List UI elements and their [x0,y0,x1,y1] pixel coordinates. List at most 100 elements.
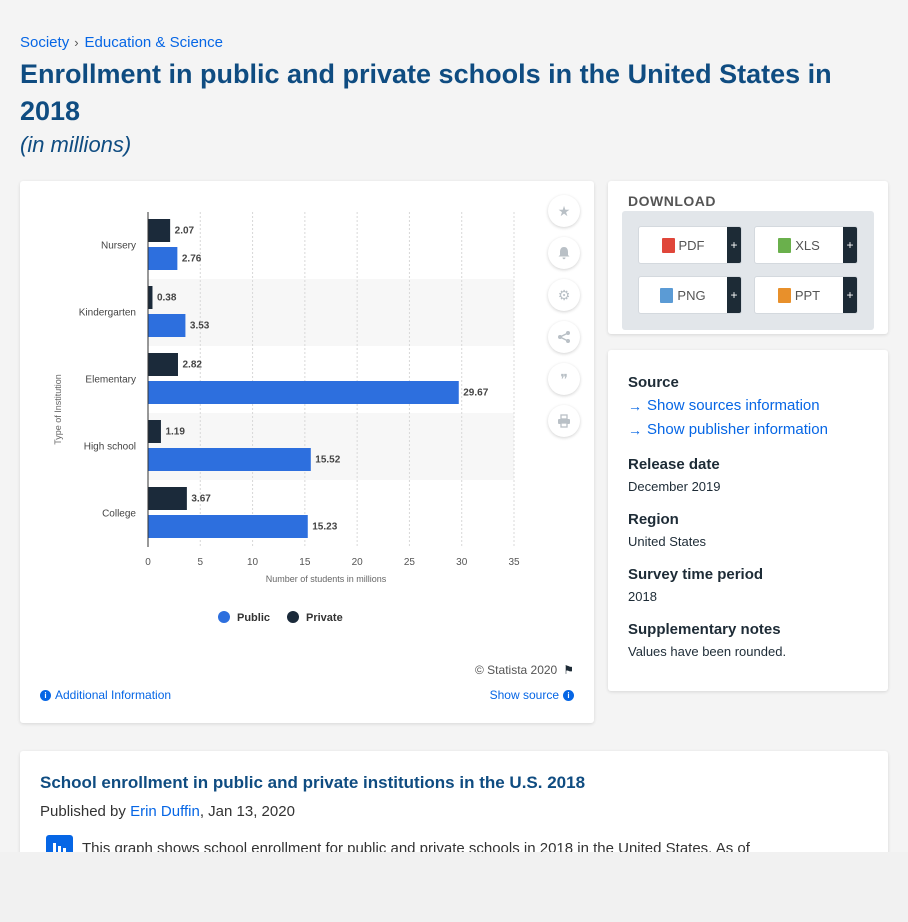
data-label-public: 15.23 [312,522,337,533]
copyright-text: © Statista 2020 [475,663,558,677]
author-link[interactable]: Erin Duffin [130,803,200,820]
bar-public [148,381,459,404]
show-sources-label: Show sources information [647,397,820,414]
published-date: , Jan 13, 2020 [199,803,295,820]
download-box: PDF + XLS + PNG + PPT + [622,211,874,330]
bar-private [148,286,153,309]
download-pdf-button[interactable]: PDF + [638,226,742,264]
bar-public [148,247,178,270]
release-date-value: December 2019 [628,479,721,494]
arrow-right-icon: → [628,421,642,438]
show-publisher-label: Show publisher information [647,421,828,438]
survey-period-label: Survey time period [628,566,764,583]
legend-marker-private [287,611,299,623]
bar-private [148,219,171,242]
band-bg [148,279,514,346]
bar-public [148,515,308,538]
survey-period-value: 2018 [628,589,657,604]
breadcrumb-society[interactable]: Society [20,34,70,51]
release-date-label: Release date [628,456,720,473]
data-label-public: 15.52 [315,455,340,466]
show-source-link[interactable]: Show source i [490,688,574,702]
x-axis-title: Number of students in millions [266,574,387,584]
ppt-file-icon [777,287,791,303]
share-icon[interactable] [548,321,580,353]
bell-icon[interactable] [548,237,580,269]
breadcrumb-separator: › [74,35,79,50]
data-label-public: 29.67 [463,388,488,399]
x-tick-label: 25 [404,557,416,568]
pdf-plus[interactable]: + [727,227,741,263]
flag-icon[interactable]: ⚑ [563,663,574,677]
region-value: United States [628,534,707,549]
description-card: School enrollment in public and private … [20,751,888,852]
description-title: School enrollment in public and private … [40,773,586,792]
pdf-file-icon [661,237,675,253]
download-xls-button[interactable]: XLS + [754,226,858,264]
legend-marker-public [218,611,230,623]
data-label-public: 3.53 [190,321,210,332]
data-label-public: 2.76 [182,254,202,265]
star-icon[interactable]: ★ [548,195,580,227]
published-by: Published by Erin Duffin, Jan 13, 2020 [40,803,295,820]
print-icon[interactable] [548,405,580,437]
x-tick-label: 15 [299,557,311,568]
quote-icon[interactable]: ❞ [548,363,580,395]
published-by-label: Published by [40,803,126,820]
download-ppt-button[interactable]: PPT + [754,276,858,314]
x-tick-label: 30 [456,557,468,568]
data-label-private: 2.07 [175,226,195,237]
bar-private [148,420,161,443]
info-icon: i [563,689,574,701]
data-label-private: 0.38 [157,293,177,304]
x-tick-label: 35 [508,557,520,568]
additional-information-link[interactable]: i Additional Information [40,688,171,702]
breadcrumb: Society › Education & Science [20,34,223,51]
breadcrumb-education-science[interactable]: Education & Science [84,34,223,51]
page: Society › Education & Science Enrollment… [20,34,888,852]
x-tick-label: 10 [247,557,259,568]
ppt-label: PPT [794,287,821,303]
data-label-private: 3.67 [191,494,211,505]
bar-chart-icon [46,835,73,852]
page-title: Enrollment in public and private schools… [20,59,832,126]
xls-label: XLS [795,237,820,253]
bar-private [148,487,187,510]
chart-card: Nursery 2.07 2.76 Kindergarten 0.38 3.53 Eleme… [20,181,594,723]
category-label: High school [84,442,136,453]
bar-public [148,448,311,471]
category-label: Nursery [101,241,136,252]
x-tick-label: 5 [198,557,204,568]
ppt-plus[interactable]: + [843,277,857,313]
y-axis-title: Type of Institution [53,374,63,445]
show-publisher-link[interactable]: → Show publisher information [628,421,828,438]
bar-public [148,314,186,337]
legend-label-public: Public [237,612,270,624]
png-label: PNG [677,287,706,303]
additional-information-label: Additional Information [55,688,172,702]
category-label: Elementary [85,375,136,386]
png-file-icon [660,287,674,303]
gear-icon[interactable]: ⚙ [548,279,580,311]
bottom-bar [0,852,908,922]
download-card: DOWNLOAD PDF + XLS + PNG + PPT + [608,181,888,334]
download-png-button[interactable]: PNG + [638,276,742,314]
source-label: Source [628,374,679,391]
xls-plus[interactable]: + [843,227,857,263]
show-source-label: Show source [489,688,559,702]
pdf-label: PDF [678,237,705,253]
bar-chart: Nursery 2.07 2.76 Kindergarten 0.38 3.53 Eleme… [53,212,520,624]
data-label-private: 1.19 [165,427,185,438]
show-sources-link[interactable]: → Show sources information [628,397,820,414]
png-plus[interactable]: + [727,277,741,313]
page-subtitle: (in millions) [20,132,132,157]
legend-label-private: Private [306,612,343,624]
data-label-private: 2.82 [182,360,202,371]
description-text: This graph shows school enrollment for p… [82,840,750,852]
category-label: Kindergarten [79,308,136,319]
bar-private [148,353,178,376]
x-tick-label: 20 [352,557,364,568]
xls-file-icon [778,237,792,253]
download-title: DOWNLOAD [628,193,716,209]
x-tick-label: 0 [145,557,151,568]
